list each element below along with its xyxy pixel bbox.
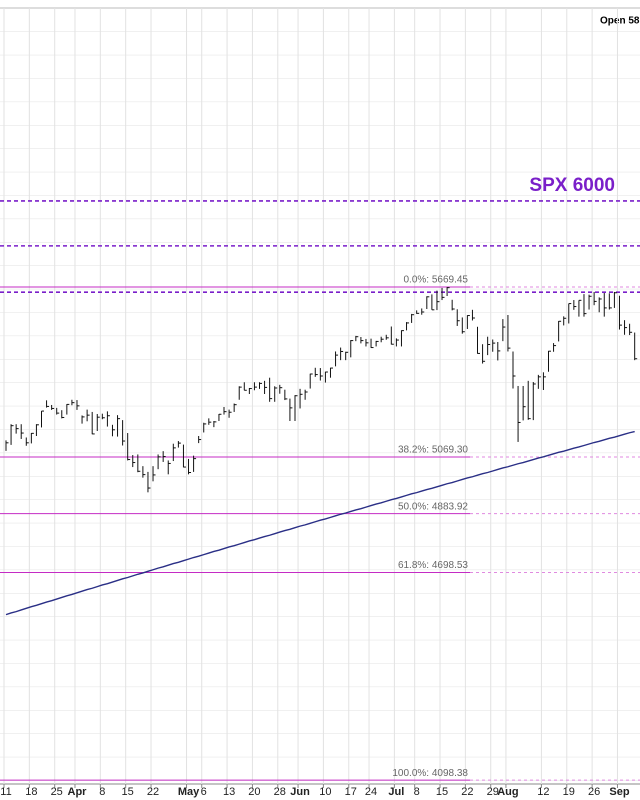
- x-tick-label: 10: [319, 786, 331, 798]
- x-tick-label: 25: [51, 786, 63, 798]
- x-tick-label: 8: [99, 786, 105, 798]
- x-tick-label: 6: [201, 786, 207, 798]
- x-tick-label: 20: [248, 786, 260, 798]
- x-tick-label: 8: [414, 786, 420, 798]
- x-tick-label: Jul: [388, 786, 404, 798]
- grid-background: [0, 8, 640, 784]
- x-tick-label: Jun: [290, 786, 310, 798]
- x-tick-label: 22: [147, 786, 159, 798]
- x-tick-label: 28: [274, 786, 286, 798]
- x-tick-label: 18: [25, 786, 37, 798]
- x-tick-label: 15: [436, 786, 448, 798]
- target-label: SPX 6000: [529, 175, 615, 196]
- fib-label: 61.8%: 4698.53: [398, 560, 468, 571]
- header-label: Open 58: [600, 16, 640, 27]
- x-tick-label: 19: [563, 786, 575, 798]
- x-tick-label: 22: [461, 786, 473, 798]
- moving-average: [5, 430, 635, 616]
- x-tick-label: 13: [223, 786, 235, 798]
- x-tick-label: 26: [588, 786, 600, 798]
- x-tick-label: May: [178, 786, 200, 798]
- fib-label: 0.0%: 5669.45: [404, 275, 469, 286]
- x-tick-label: 24: [365, 786, 377, 798]
- x-tick-label: 17: [345, 786, 357, 798]
- x-tick-label: 11: [0, 786, 11, 798]
- fib-label: 50.0%: 4883.92: [398, 501, 468, 512]
- x-tick-label: 15: [122, 786, 134, 798]
- plot: 11 18 25 Apr 8 15 22 May 6 13 20 28 Jun 10 17 24 Jul 8 15 2…: [0, 8, 640, 798]
- x-tick-label: 29: [487, 786, 499, 798]
- fib-label: 38.2%: 5069.30: [398, 445, 468, 456]
- x-tick-label: Apr: [68, 786, 88, 798]
- x-tick-label: Sep: [609, 786, 629, 798]
- x-tick-label: 12: [537, 786, 549, 798]
- fib-label: 100.0%: 4098.38: [392, 768, 468, 779]
- x-tick-label: Aug: [497, 786, 518, 798]
